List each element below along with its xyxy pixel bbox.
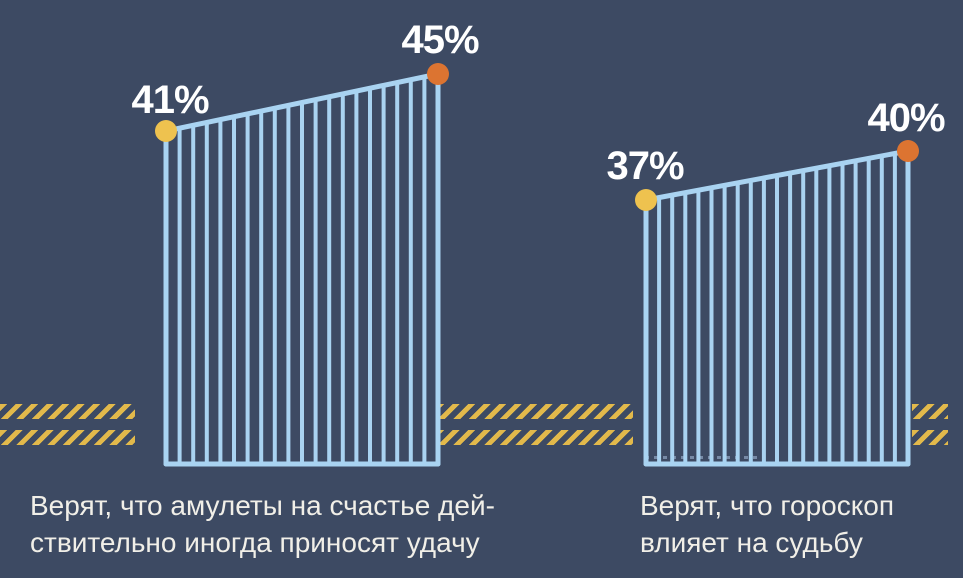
fence-amulets-bars xyxy=(163,71,441,467)
hatch-stripe-middle-top xyxy=(437,404,633,419)
caption-horoscope: Верят, что гороскоп влияет на судьбу xyxy=(640,487,894,561)
fence-horoscope-bars xyxy=(643,148,911,467)
caption-amulets-line2: ствительно иногда приносят удачу xyxy=(30,527,480,558)
horoscope-end-dot xyxy=(897,140,919,162)
dashed-baseline xyxy=(645,456,760,459)
caption-amulets: Верят, что амулеты на счастье дей- ствит… xyxy=(30,487,495,561)
amulets-start-value-label: 41% xyxy=(131,78,209,122)
caption-horoscope-line2: влияет на судьбу xyxy=(640,527,863,558)
caption-horoscope-line1: Верят, что гороскоп xyxy=(640,490,895,521)
caption-amulets-line1: Верят, что амулеты на счастье дей- xyxy=(30,490,495,521)
hatch-stripe-left-bottom xyxy=(0,430,135,445)
amulets-start-dot xyxy=(155,120,177,142)
horoscope-end-value-label: 40% xyxy=(867,96,945,140)
hatch-stripe-left-top xyxy=(0,404,135,419)
amulets-end-value-label: 45% xyxy=(401,18,479,62)
horoscope-start-dot xyxy=(635,189,657,211)
hatch-stripe-right-bottom xyxy=(912,430,948,445)
amulets-end-dot xyxy=(427,63,449,85)
horoscope-start-value-label: 37% xyxy=(606,144,684,188)
hatch-stripe-right-top xyxy=(912,404,948,419)
hatch-stripe-middle-bottom xyxy=(437,430,633,445)
